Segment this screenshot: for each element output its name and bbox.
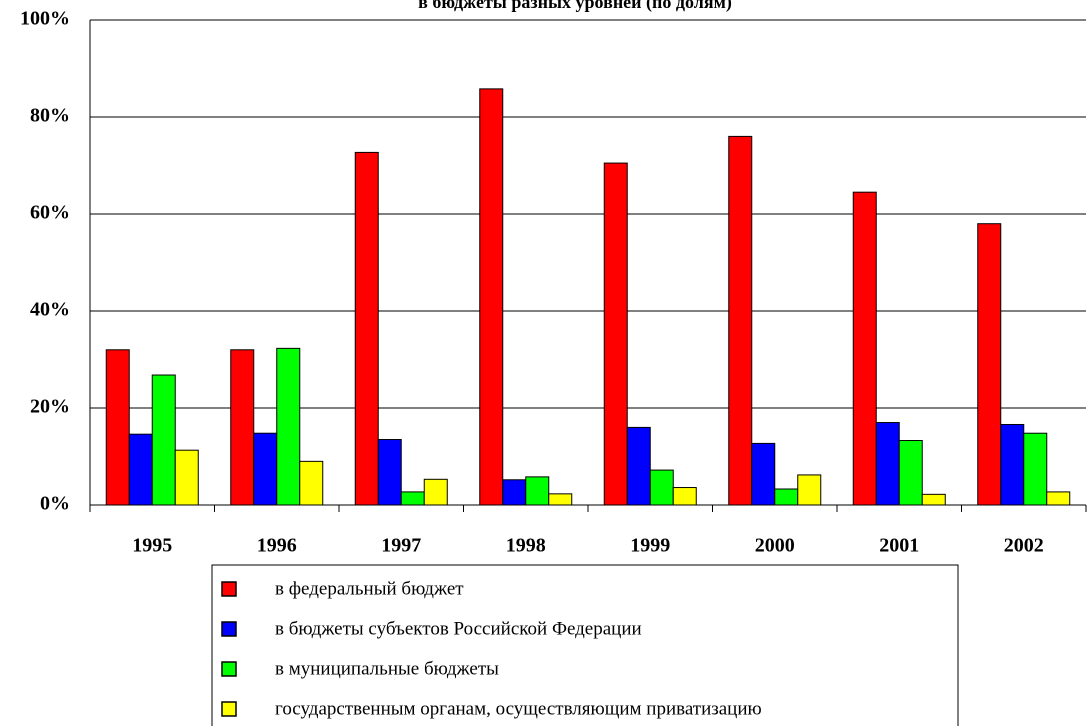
bar (400, 491, 425, 506)
legend-swatch (221, 661, 237, 677)
y-tick-label: 100% (20, 8, 70, 30)
legend-label: в муниципальные бюджеты (275, 658, 499, 679)
legend-label: государственным органам, осуществляющим … (275, 698, 762, 719)
bar (1023, 432, 1048, 506)
bar (151, 374, 176, 506)
bar (751, 442, 776, 506)
bar (603, 162, 628, 506)
legend-swatch (221, 701, 237, 717)
y-tick-label: 40% (30, 299, 70, 321)
bar (253, 432, 278, 506)
bar (548, 493, 573, 506)
bar (626, 426, 651, 506)
bar (128, 433, 153, 506)
x-tick-label: 2002 (1004, 535, 1044, 557)
y-tick-label: 80% (30, 105, 70, 127)
x-tick-label: 1999 (630, 535, 670, 557)
bar (1046, 491, 1071, 506)
bar (921, 493, 946, 506)
y-tick-label: 60% (30, 202, 70, 224)
bar (230, 349, 255, 506)
bar (354, 151, 379, 506)
legend-swatch (221, 581, 237, 597)
bar (672, 487, 697, 506)
bar (502, 479, 527, 506)
bar (977, 223, 1002, 506)
bar (423, 478, 448, 506)
bar (728, 135, 753, 506)
x-tick-label: 1997 (381, 535, 421, 557)
bar (774, 488, 799, 506)
bar (105, 349, 130, 506)
bar (852, 191, 877, 506)
x-tick-label: 1998 (506, 535, 546, 557)
x-tick-label: 1995 (132, 535, 172, 557)
bar (1000, 423, 1025, 506)
y-tick-label: 20% (30, 396, 70, 418)
legend-label: в бюджеты субъектов Российской Федерации (275, 618, 642, 639)
y-tick-label: 0% (40, 493, 70, 515)
x-tick-label: 2000 (755, 535, 795, 557)
bar (299, 460, 324, 506)
x-tick-label: 1996 (257, 535, 297, 557)
bar (276, 347, 301, 506)
bar (174, 449, 199, 506)
bar (377, 439, 402, 506)
legend-box (211, 564, 959, 726)
bar (649, 469, 674, 506)
bar (797, 474, 822, 506)
chart-title: в бюджеты разных уровней (по долям) (418, 0, 732, 13)
legend-swatch (221, 621, 237, 637)
bar (479, 88, 504, 506)
legend-label: в федеральный бюджет (275, 578, 464, 599)
bar (898, 439, 923, 506)
x-tick-label: 2001 (879, 535, 919, 557)
bar (875, 422, 900, 506)
bar (525, 476, 550, 506)
